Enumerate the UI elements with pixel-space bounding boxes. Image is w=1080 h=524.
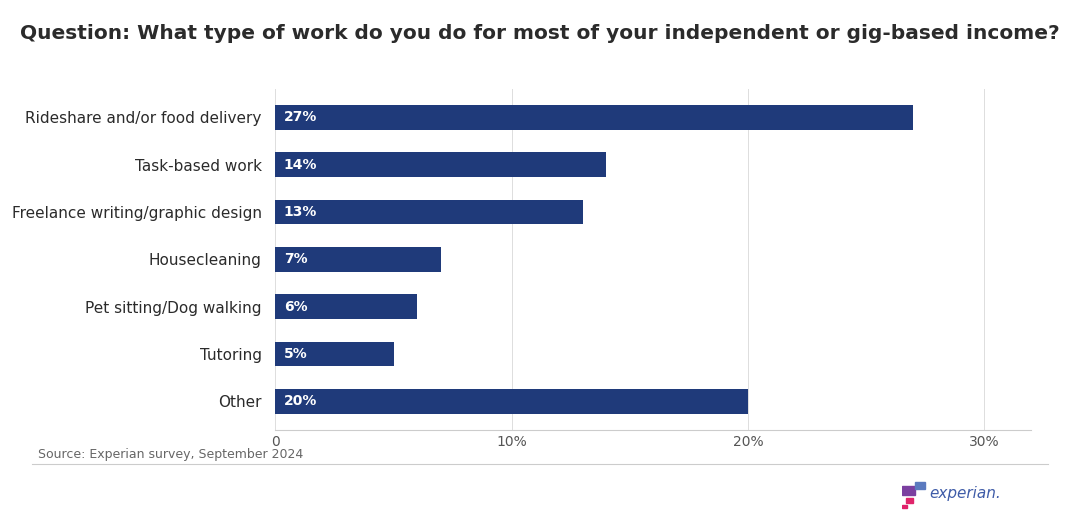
Bar <box>902 486 915 495</box>
Bar <box>275 105 914 130</box>
Text: Source: Experian survey, September 2024: Source: Experian survey, September 2024 <box>38 448 303 461</box>
Bar <box>275 247 441 271</box>
Text: Question: What type of work do you do for most of your independent or gig-based : Question: What type of work do you do fo… <box>21 24 1059 42</box>
Text: 13%: 13% <box>284 205 318 219</box>
Text: 6%: 6% <box>284 300 308 314</box>
Bar <box>916 482 926 488</box>
Bar <box>275 342 393 366</box>
Text: 7%: 7% <box>284 253 308 266</box>
Text: experian.: experian. <box>929 486 1001 501</box>
Text: 14%: 14% <box>284 158 318 172</box>
Bar <box>275 389 747 413</box>
Bar <box>275 152 606 177</box>
Bar <box>902 505 907 508</box>
Bar <box>275 294 417 319</box>
Text: 5%: 5% <box>284 347 308 361</box>
Bar <box>906 498 913 503</box>
Text: 27%: 27% <box>284 111 318 125</box>
Bar <box>275 200 582 224</box>
Text: 20%: 20% <box>284 394 318 408</box>
